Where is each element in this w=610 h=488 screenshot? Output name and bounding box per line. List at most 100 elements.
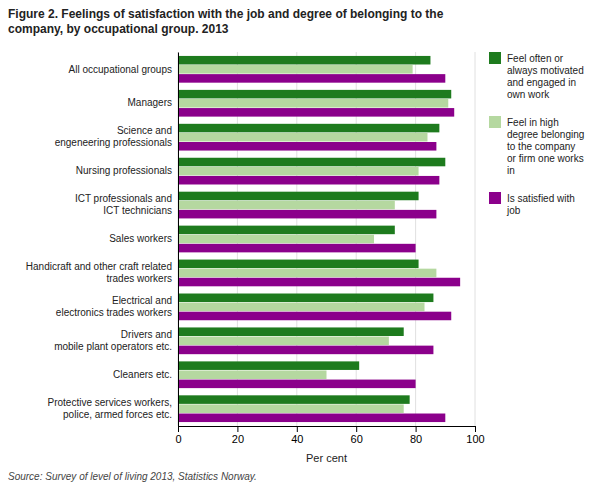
y-tick-line: electronics trades workers: [56, 307, 172, 318]
bar: [178, 361, 359, 370]
title-line: Figure 2. Feelings of satisfaction with …: [8, 7, 444, 21]
x-tick-mark: [297, 426, 298, 432]
bar: [178, 395, 410, 404]
y-tick-label: ICT professionals andICT technicians: [75, 193, 172, 216]
bar: [178, 65, 413, 74]
bar: [178, 108, 454, 117]
y-tick-label: Protective services workers,police, arme…: [48, 397, 172, 420]
y-tick-line: Managers: [128, 97, 172, 108]
y-tick-label: Electrical andelectronics trades workers: [56, 295, 172, 318]
y-tick: Cleaners etc.: [113, 369, 172, 380]
bar: [178, 294, 433, 303]
x-tick-mark: [356, 426, 357, 432]
y-tick-line: Nursing professionals: [76, 165, 172, 176]
legend-label-line: in: [507, 165, 515, 176]
bar: [178, 278, 460, 287]
bar: [178, 327, 404, 336]
bar: [178, 142, 436, 151]
y-tick: Nursing professionals: [76, 165, 172, 176]
y-tick-line: Drivers and: [121, 329, 172, 340]
legend-item: Feel in highdegree belongingto the compa…: [489, 116, 584, 176]
grid: [178, 52, 475, 426]
bar: [178, 370, 327, 379]
bar: [178, 235, 374, 244]
x-tick-label: 0: [175, 433, 181, 445]
bar: [178, 404, 404, 413]
y-tick: Science andengeneering professionals: [55, 125, 172, 148]
bar: [178, 56, 430, 65]
y-tick: Handicraft and other craft relatedtrades…: [26, 261, 172, 284]
legend-label-line: always motivated: [507, 65, 584, 76]
x-tick-label: 60: [351, 433, 363, 445]
bar: [178, 303, 425, 312]
legend-label-line: and engaged in: [507, 77, 576, 88]
y-tick-line: Sales workers: [109, 233, 172, 244]
legend: Feel often oralways motivatedand engaged…: [489, 52, 584, 216]
bar: [178, 74, 445, 83]
y-tick: ICT professionals andICT technicians: [75, 193, 172, 216]
legend-item: Is satisfied withjob: [489, 192, 575, 216]
y-tick-label: Managers: [128, 97, 172, 108]
legend-label-line: to the company: [507, 141, 575, 152]
x-tick: 20: [232, 426, 244, 445]
bar: [178, 99, 448, 108]
y-tick: Protective services workers,police, arme…: [48, 397, 172, 420]
bar: [178, 158, 445, 167]
y-tick-line: police, armed forces etc.: [63, 409, 172, 420]
bar: [178, 210, 436, 219]
y-tick-line: Electrical and: [112, 295, 172, 306]
x-tick: 0: [175, 426, 181, 445]
bar: [178, 380, 416, 389]
x-tick-label: 80: [410, 433, 422, 445]
legend-label-line: Feel in high: [507, 117, 559, 128]
y-tick-line: Protective services workers,: [48, 397, 172, 408]
legend-label: Is satisfied withjob: [506, 193, 575, 216]
bar: [178, 312, 451, 321]
y-tick: Managers: [128, 97, 172, 108]
bar: [178, 90, 451, 99]
bar: [178, 414, 445, 423]
y-tick-line: mobile plant operators etc.: [54, 341, 172, 352]
y-tick-label: Drivers andmobile plant operators etc.: [54, 329, 172, 352]
x-tick-mark: [178, 426, 179, 432]
y-tick-label: Cleaners etc.: [113, 369, 172, 380]
legend-label-line: own work: [507, 89, 550, 100]
title-line: company, by occupational group. 2013: [8, 22, 229, 36]
y-tick: Drivers andmobile plant operators etc.: [54, 329, 172, 352]
bar: [178, 167, 419, 176]
x-tick-label: 20: [232, 433, 244, 445]
series: [178, 74, 460, 422]
y-tick-label: Sales workers: [109, 233, 172, 244]
x-tick: 40: [291, 426, 303, 445]
bars: [178, 56, 460, 422]
legend-swatch: [489, 116, 501, 128]
grid-line: [178, 52, 179, 426]
bar: [178, 176, 439, 185]
x-tick: 60: [351, 426, 363, 445]
y-tick: Electrical andelectronics trades workers: [56, 295, 172, 318]
bar: [178, 124, 439, 133]
y-tick-label: Nursing professionals: [76, 165, 172, 176]
x-tick-mark: [416, 426, 417, 432]
x-tick: 100: [466, 426, 484, 445]
y-tick-label: All occupational groups: [69, 64, 172, 75]
y-tick-line: ICT technicians: [103, 205, 172, 216]
bar: [178, 201, 395, 210]
x-axis: 0 20 40 60 80 100: [175, 426, 484, 445]
y-tick: Sales workers: [109, 233, 172, 244]
legend-label-line: Is satisfied with: [507, 193, 575, 204]
y-tick-line: ICT professionals and: [75, 193, 172, 204]
legend-label-line: or firm one works: [507, 153, 584, 164]
legend-label-line: degree belonging: [507, 129, 584, 140]
x-tick-mark: [237, 426, 238, 432]
y-tick: All occupational groups: [69, 64, 172, 75]
bar: [178, 133, 427, 142]
y-tick-line: trades workers: [106, 273, 172, 284]
legend-label-line: Feel often or: [507, 53, 564, 64]
title: Figure 2. Feelings of satisfaction with …: [8, 7, 444, 36]
x-tick: 80: [410, 426, 422, 445]
bar: [178, 192, 419, 201]
legend-item: Feel often oralways motivatedand engaged…: [489, 52, 584, 100]
x-axis-line: [179, 427, 476, 433]
bar: [178, 260, 419, 269]
